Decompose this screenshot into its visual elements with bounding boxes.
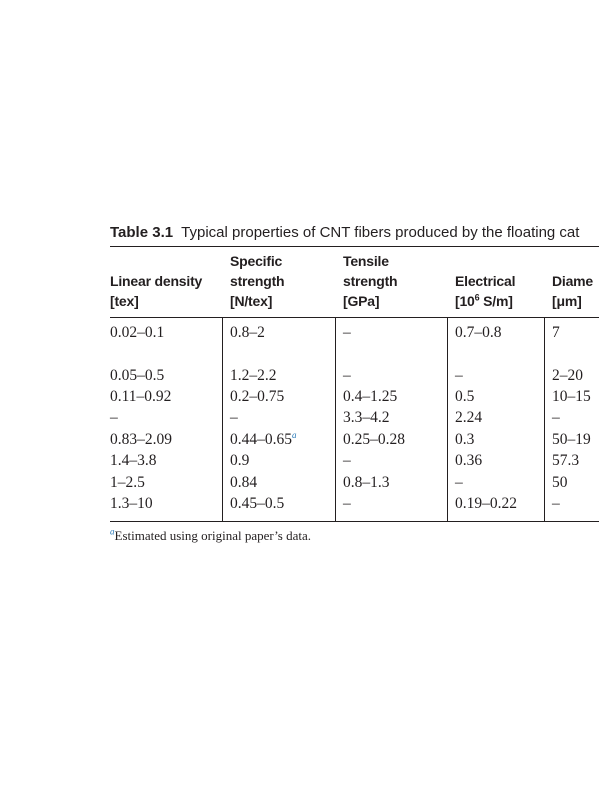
footnote-mark: a bbox=[110, 526, 115, 537]
column-rule bbox=[335, 318, 336, 521]
header-text: S/m] bbox=[479, 293, 513, 309]
table-cell: – bbox=[343, 367, 351, 384]
table-cell: 50 bbox=[552, 474, 568, 491]
table-cell: 50–19 bbox=[552, 431, 591, 448]
table-cell: 0.44–0.65a bbox=[230, 429, 297, 449]
table-cell: 0.7–0.8 bbox=[455, 324, 502, 341]
table-cell: – bbox=[230, 409, 238, 426]
footnote-text: Estimated using original paper’s data. bbox=[114, 528, 312, 543]
cell-note: a bbox=[292, 429, 297, 440]
table-cell: – bbox=[343, 324, 351, 341]
column-header: Specific bbox=[230, 253, 283, 269]
column-header: [tex] bbox=[110, 293, 139, 309]
column-header: [μm] bbox=[552, 293, 582, 309]
column-header: [GPa] bbox=[343, 293, 380, 309]
table-caption: Table 3.1 Typical properties of CNT fibe… bbox=[110, 224, 579, 242]
table-cell: 0.84 bbox=[230, 474, 258, 491]
table-cell: 1.4–3.8 bbox=[110, 452, 157, 469]
column-header: strength bbox=[230, 273, 285, 289]
table-cell: 0.11–0.92 bbox=[110, 388, 172, 405]
column-rule bbox=[544, 318, 545, 521]
table-cell: 0.4–1.25 bbox=[343, 388, 398, 405]
table-cell: 0.8–1.3 bbox=[343, 474, 390, 491]
table-cell: 0.2–0.75 bbox=[230, 388, 285, 405]
caption-text: Typical properties of CNT fibers produce… bbox=[181, 224, 580, 241]
table-cell: 10–15 bbox=[552, 388, 591, 405]
column-header: Linear density bbox=[110, 273, 203, 289]
column-header: [106 S/m] bbox=[455, 292, 513, 310]
column-header: strength bbox=[343, 273, 398, 289]
header-superscript: 6 bbox=[474, 292, 480, 303]
footnote: aEstimated using original paper’s data. bbox=[110, 527, 311, 545]
table-cell: – bbox=[343, 495, 351, 512]
table-cell: 2.24 bbox=[455, 409, 483, 426]
column-header: Electrical bbox=[455, 273, 516, 289]
table-cell: 0.45–0.5 bbox=[230, 495, 285, 512]
table-cell: 57.3 bbox=[552, 452, 580, 469]
table-cell: 1–2.5 bbox=[110, 474, 145, 491]
cell-text: 0.44–0.65 bbox=[230, 431, 292, 448]
table-cell: 0.3 bbox=[455, 431, 475, 448]
table-cell: – bbox=[455, 367, 463, 384]
table-cell: 7 bbox=[552, 324, 560, 341]
table-cell: 2–20 bbox=[552, 367, 583, 384]
table-cell: – bbox=[343, 452, 351, 469]
column-header: [N/tex] bbox=[230, 293, 273, 309]
caption-label: Table 3.1 bbox=[110, 224, 174, 241]
table-cell: 0.8–2 bbox=[230, 324, 265, 341]
column-header: Tensile bbox=[343, 253, 389, 269]
table-cell: 1.3–10 bbox=[110, 495, 153, 512]
table-cell: 3.3–4.2 bbox=[343, 409, 390, 426]
table-cell: 0.02–0.1 bbox=[110, 324, 165, 341]
table-cell: 1.2–2.2 bbox=[230, 367, 277, 384]
bottom-rule bbox=[110, 521, 599, 522]
header-text: [10 bbox=[455, 293, 475, 309]
table-cell: 0.83–2.09 bbox=[110, 431, 172, 448]
top-rule bbox=[110, 246, 599, 247]
table-cell: 0.05–0.5 bbox=[110, 367, 165, 384]
table-cell: – bbox=[110, 409, 118, 426]
table-cell: 0.36 bbox=[455, 452, 483, 469]
column-rule bbox=[222, 318, 223, 521]
header-rule bbox=[110, 317, 599, 318]
table-cell: – bbox=[552, 495, 560, 512]
table-cell: – bbox=[455, 474, 463, 491]
table-cell: 0.9 bbox=[230, 452, 250, 469]
table-cell: – bbox=[552, 409, 560, 426]
column-header: Diame bbox=[552, 273, 594, 289]
table-cell: 0.19–0.22 bbox=[455, 495, 517, 512]
table-cell: 0.5 bbox=[455, 388, 475, 405]
column-rule bbox=[447, 318, 448, 521]
table-cell: 0.25–0.28 bbox=[343, 431, 405, 448]
